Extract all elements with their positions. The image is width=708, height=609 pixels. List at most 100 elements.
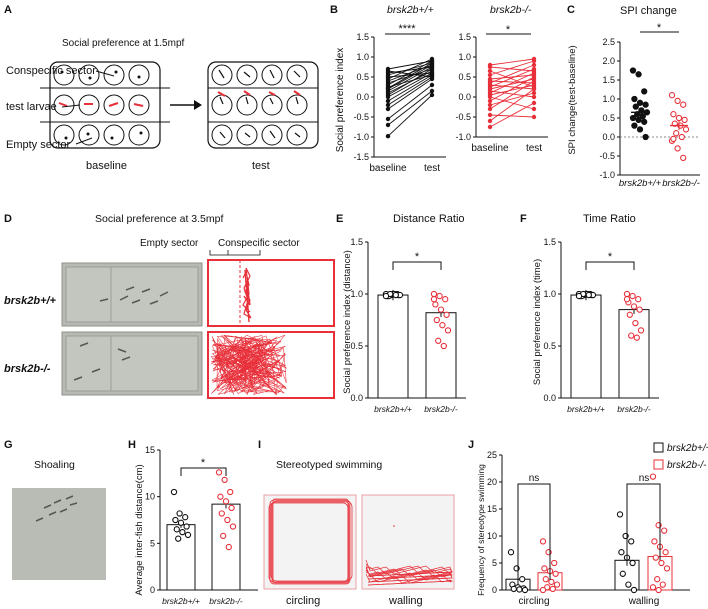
panel-b-point: [487, 76, 493, 82]
panel-h: H Average inter-fish distance(cm) 0 5 10 15…: [128, 439, 258, 606]
panel-c-y-tick-label: -0.5: [599, 151, 615, 161]
panel-e-sig-bracket: [392, 261, 442, 270]
panel-b-point: [385, 122, 391, 128]
panel-h-point: [218, 510, 225, 517]
panel-e-point: [430, 290, 438, 298]
panel-b-point: [531, 62, 537, 68]
pointer-empty: [75, 137, 93, 145]
test-plate: [207, 61, 319, 149]
track-box-mut: [207, 331, 335, 399]
panel-j-y-tick-label: 5: [492, 558, 497, 568]
panel-c-point: [635, 71, 642, 78]
panel-c-point: [670, 111, 677, 118]
legend-label-wt: brsk2b+/+: [667, 443, 708, 454]
panel-h-xtick-wt: brsk2b+/+: [162, 596, 200, 606]
panel-j-point: [655, 586, 662, 594]
panel-b-point: [487, 112, 493, 118]
walling-track-path: [365, 563, 453, 577]
panel-b-y-tick-label: 0.0: [356, 92, 369, 102]
panel-j-point: [519, 576, 526, 583]
panel-f-point: [636, 306, 643, 313]
panel-e-sig: *: [415, 251, 420, 263]
panel-e-plot: [377, 289, 457, 399]
panel-f-y-tick-label: 0.0: [543, 393, 556, 403]
panel-j-point: [553, 581, 561, 588]
panel-a-title: Social preference at 1.5mpf: [62, 38, 185, 49]
panel-b-sig-mut: *: [506, 24, 511, 36]
panel-c-point: [674, 97, 681, 105]
panel-b-pair-line: [489, 70, 535, 88]
panel-b-pair-line: [489, 84, 535, 96]
panel-b-point: [429, 88, 435, 94]
panel-b-point: [385, 116, 391, 122]
panel-g-title: Shoaling: [34, 459, 75, 471]
panel-j-point: [542, 576, 549, 583]
panel-f-point: [585, 291, 592, 299]
panel-h-point: [225, 543, 232, 551]
pointer-conspecific: [95, 70, 115, 77]
panel-b-pair-line: [387, 60, 433, 70]
panel-c-point: [636, 99, 644, 106]
panel-b-pair-line: [387, 90, 433, 126]
panel-f-sig-bracket: [585, 261, 635, 270]
panel-j-plot: [505, 473, 673, 594]
panel-d-row-mut: brsk2b-/-: [4, 363, 51, 375]
panel-f-point: [575, 292, 583, 300]
panel-h-point: [184, 531, 192, 539]
panel-j-y-tick-label: 20: [487, 477, 497, 487]
shoaling-photo: [12, 488, 106, 580]
panel-b-point: [487, 106, 493, 112]
panel-b-y-tick-label: 0.5: [356, 72, 369, 82]
panel-f-xtick-wt: brsk2b+/+: [567, 404, 605, 414]
panel-h-sig: *: [201, 457, 206, 469]
panel-b-pair-line: [387, 94, 433, 137]
panel-c-point: [675, 114, 683, 122]
pointer-test-larvae: [61, 104, 81, 108]
panel-e-point: [435, 337, 442, 344]
panel-c-y-tick-label: 1.5: [602, 75, 615, 85]
panel-e-ylabel: Social preference index (distance): [342, 250, 353, 394]
panel-h-letter: H: [128, 439, 136, 451]
panel-b-point: [531, 100, 537, 106]
panel-j-point: [521, 586, 529, 594]
panel-j-point: [516, 586, 523, 593]
panel-b-pair-line: [387, 76, 433, 106]
panel-j-point: [541, 565, 548, 572]
panel-b-pair-line: [489, 74, 535, 80]
track-scribble-path: [210, 334, 288, 396]
panel-i-label-walling: walling: [388, 595, 423, 607]
panel-b-point: [429, 92, 435, 98]
panel-h-plot: [166, 469, 241, 591]
panel-j-xtick-circling: circling: [518, 596, 549, 607]
panel-j-point: [507, 549, 515, 556]
panel-b-y-tick-label: -1.5: [353, 152, 369, 162]
panel-f-title: Time Ratio: [583, 213, 636, 225]
panel-f-point: [633, 334, 640, 341]
panel-b-xtick-test: test: [424, 163, 440, 174]
panel-e-point: [437, 306, 445, 313]
panel-j-point: [654, 576, 661, 583]
panel-e-y-tick-label: 0.5: [350, 341, 363, 351]
panel-e-y-tick-label: 1.0: [350, 289, 363, 299]
panel-e-title: Distance Ratio: [393, 213, 465, 225]
panel-b-point: [531, 106, 537, 112]
panel-e-letter: E: [336, 213, 343, 225]
panel-j-y-tick-label: 10: [487, 531, 497, 541]
panel-j-point: [539, 586, 547, 594]
panel-j-sig-circling: ns: [529, 473, 540, 484]
panel-b-pair-line: [387, 78, 433, 110]
panel-b-ylabel: Social preference index: [335, 48, 346, 153]
walling-track-path: [365, 565, 453, 580]
panel-h-point: [221, 476, 228, 484]
track-box-wt: [207, 259, 335, 327]
tank-photo-mut: [61, 331, 203, 396]
panel-e-point: [442, 296, 449, 303]
panel-b-pair-line: [387, 70, 433, 78]
panel-c-point: [629, 114, 637, 122]
panel-i-label-circling: circling: [286, 595, 320, 607]
panel-c-point: [673, 130, 680, 137]
panel-g: G Shoaling: [4, 439, 106, 580]
label-conspecific-sector: Conspecific sector: [6, 65, 96, 77]
panel-b-pair-line: [489, 84, 535, 90]
tank-photo-wt: [61, 262, 203, 327]
